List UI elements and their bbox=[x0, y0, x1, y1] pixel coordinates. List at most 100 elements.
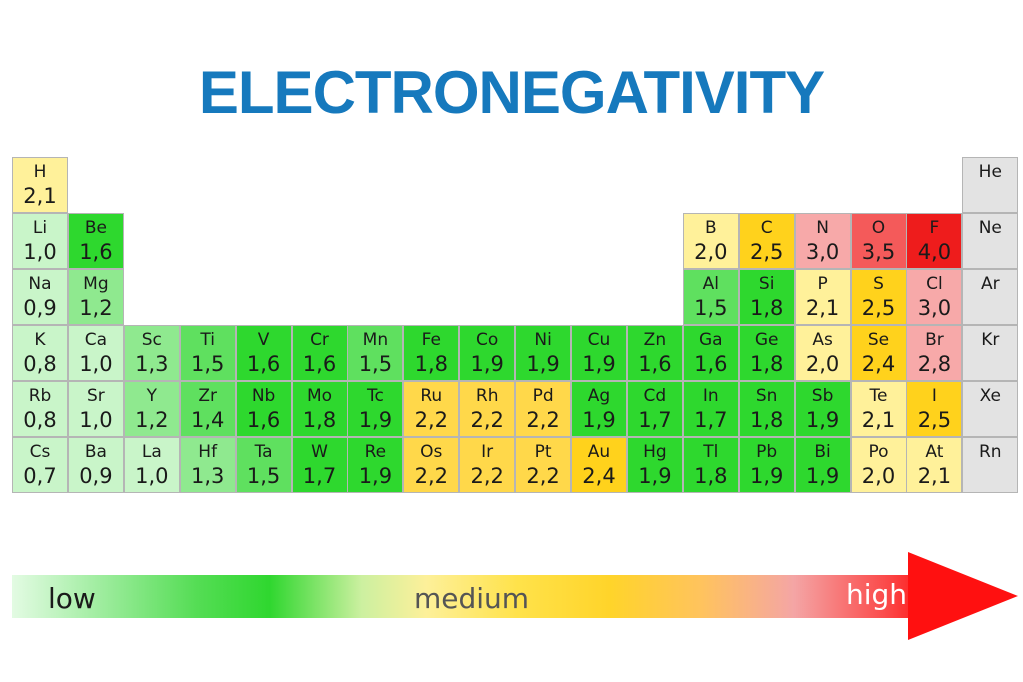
element-cell-as: As 2,0 bbox=[794, 324, 851, 381]
element-value: 1,0 bbox=[79, 351, 113, 376]
element-symbol: Zr bbox=[198, 385, 217, 406]
element-symbol: Be bbox=[84, 217, 107, 238]
element-value: 1,8 bbox=[414, 351, 448, 376]
element-cell-sr: Sr 1,0 bbox=[67, 380, 124, 437]
element-symbol: Y bbox=[146, 385, 157, 406]
element-value: 1,7 bbox=[638, 407, 672, 432]
element-symbol: Au bbox=[587, 441, 611, 462]
element-cell-kr: Kr bbox=[962, 324, 1019, 381]
element-value: 1,6 bbox=[79, 239, 113, 264]
element-value: 1,5 bbox=[358, 351, 393, 376]
element-cell-b: B 2,0 bbox=[682, 212, 739, 269]
element-value: 2,1 bbox=[23, 184, 57, 208]
element-cell-ba: Ba 0,9 bbox=[67, 436, 124, 493]
element-value: 1,2 bbox=[79, 295, 113, 320]
element-value: 2,1 bbox=[805, 295, 840, 320]
element-cell-ti: Ti 1,5 bbox=[179, 324, 236, 381]
element-cell-os: Os 2,2 bbox=[403, 436, 460, 493]
element-symbol: Ru bbox=[420, 385, 443, 406]
element-cell-cs: Cs 0,7 bbox=[12, 436, 68, 493]
element-symbol: V bbox=[257, 329, 270, 350]
element-symbol: Rb bbox=[28, 385, 52, 406]
element-cell-ne: Ne bbox=[962, 212, 1019, 269]
element-cell-te: Te 2,1 bbox=[850, 380, 907, 437]
element-symbol: Re bbox=[364, 441, 387, 462]
element-value: 1,3 bbox=[135, 351, 169, 376]
element-value: 1,5 bbox=[694, 295, 728, 320]
element-cell-xe: Xe bbox=[962, 380, 1019, 437]
element-symbol: S bbox=[873, 273, 884, 294]
element-value: 1,0 bbox=[23, 239, 57, 264]
element-symbol: Fe bbox=[421, 329, 441, 350]
element-symbol: Pt bbox=[534, 441, 552, 462]
element-symbol: Ta bbox=[254, 441, 273, 462]
element-value: 2,0 bbox=[694, 239, 728, 264]
element-symbol: Bi bbox=[814, 441, 831, 462]
element-cell-pd: Pd 2,2 bbox=[515, 380, 572, 437]
element-symbol: Ag bbox=[587, 385, 611, 406]
scale-label-low: low bbox=[48, 582, 96, 615]
element-value: 1,0 bbox=[135, 463, 169, 488]
element-symbol: Al bbox=[702, 273, 719, 294]
element-cell-o: O 3,5 bbox=[850, 212, 907, 269]
element-value: 1,4 bbox=[190, 407, 225, 432]
element-cell-ir: Ir 2,2 bbox=[459, 436, 516, 493]
element-symbol: Sb bbox=[811, 385, 834, 406]
element-value: 3,5 bbox=[861, 239, 896, 264]
element-cell-cd: Cd 1,7 bbox=[626, 380, 683, 437]
element-value: 2,4 bbox=[861, 351, 896, 376]
element-value: 0,8 bbox=[23, 407, 57, 432]
element-cell-fe: Fe 1,8 bbox=[403, 324, 460, 381]
element-cell-na: Na 0,9 bbox=[12, 268, 68, 325]
element-value: 4,0 bbox=[917, 239, 952, 264]
element-value: 2,5 bbox=[917, 407, 952, 432]
element-cell-i: I 2,5 bbox=[906, 380, 963, 437]
element-value: 1,6 bbox=[638, 351, 672, 376]
element-cell-y: Y 1,2 bbox=[123, 380, 180, 437]
element-symbol: Ca bbox=[84, 329, 108, 350]
element-cell-f: F 4,0 bbox=[906, 212, 963, 269]
element-symbol: Te bbox=[869, 385, 888, 406]
element-value: 3,0 bbox=[917, 295, 952, 320]
element-symbol: Ti bbox=[200, 329, 215, 350]
periodic-table: H 2,1 He Li 1,0 Be 1,6 B 2,0 C 2,5 N 3,0 O 3,5 F 4,0 Ne Na… bbox=[12, 157, 1019, 493]
element-value: 1,5 bbox=[246, 463, 281, 488]
element-symbol: Po bbox=[868, 441, 889, 462]
element-cell-br: Br 2,8 bbox=[906, 324, 963, 381]
element-cell-mo: Mo 1,8 bbox=[291, 380, 348, 437]
element-symbol: F bbox=[929, 217, 940, 238]
element-value: 2,8 bbox=[917, 351, 952, 376]
element-value: 0,8 bbox=[23, 351, 57, 376]
element-symbol: Mo bbox=[306, 385, 333, 406]
element-symbol: Co bbox=[476, 329, 499, 350]
element-symbol: Os bbox=[420, 441, 443, 462]
element-cell-cr: Cr 1,6 bbox=[291, 324, 348, 381]
element-symbol: Si bbox=[758, 273, 775, 294]
element-symbol: C bbox=[760, 217, 773, 238]
page-title: ELECTRONEGATIVITY bbox=[198, 59, 825, 126]
element-value: 2,4 bbox=[582, 463, 616, 488]
element-symbol: Zn bbox=[643, 329, 667, 350]
element-symbol: I bbox=[931, 385, 937, 406]
element-value: 2,1 bbox=[917, 463, 952, 488]
element-cell-zr: Zr 1,4 bbox=[179, 380, 236, 437]
element-value: 0,9 bbox=[79, 463, 113, 488]
element-value: 2,2 bbox=[470, 407, 504, 432]
element-cell-c: C 2,5 bbox=[738, 212, 795, 269]
element-cell-k: K 0,8 bbox=[12, 324, 68, 381]
element-value: 1,9 bbox=[749, 463, 784, 488]
element-value: 1,5 bbox=[190, 351, 225, 376]
element-value: 2,0 bbox=[861, 463, 896, 488]
element-cell-au: Au 2,4 bbox=[571, 436, 627, 493]
element-value: 1,9 bbox=[470, 351, 504, 376]
element-cell-re: Re 1,9 bbox=[347, 436, 404, 493]
element-cell-sb: Sb 1,9 bbox=[794, 380, 851, 437]
element-value: 1,6 bbox=[302, 351, 337, 376]
element-symbol: Cs bbox=[29, 441, 51, 462]
element-cell-he: He bbox=[962, 157, 1019, 213]
element-value: 1,9 bbox=[805, 463, 840, 488]
element-cell-ni: Ni 1,9 bbox=[515, 324, 572, 381]
element-symbol: Ar bbox=[980, 273, 1000, 294]
element-cell-la: La 1,0 bbox=[123, 436, 180, 493]
element-value: 1,8 bbox=[749, 295, 784, 320]
